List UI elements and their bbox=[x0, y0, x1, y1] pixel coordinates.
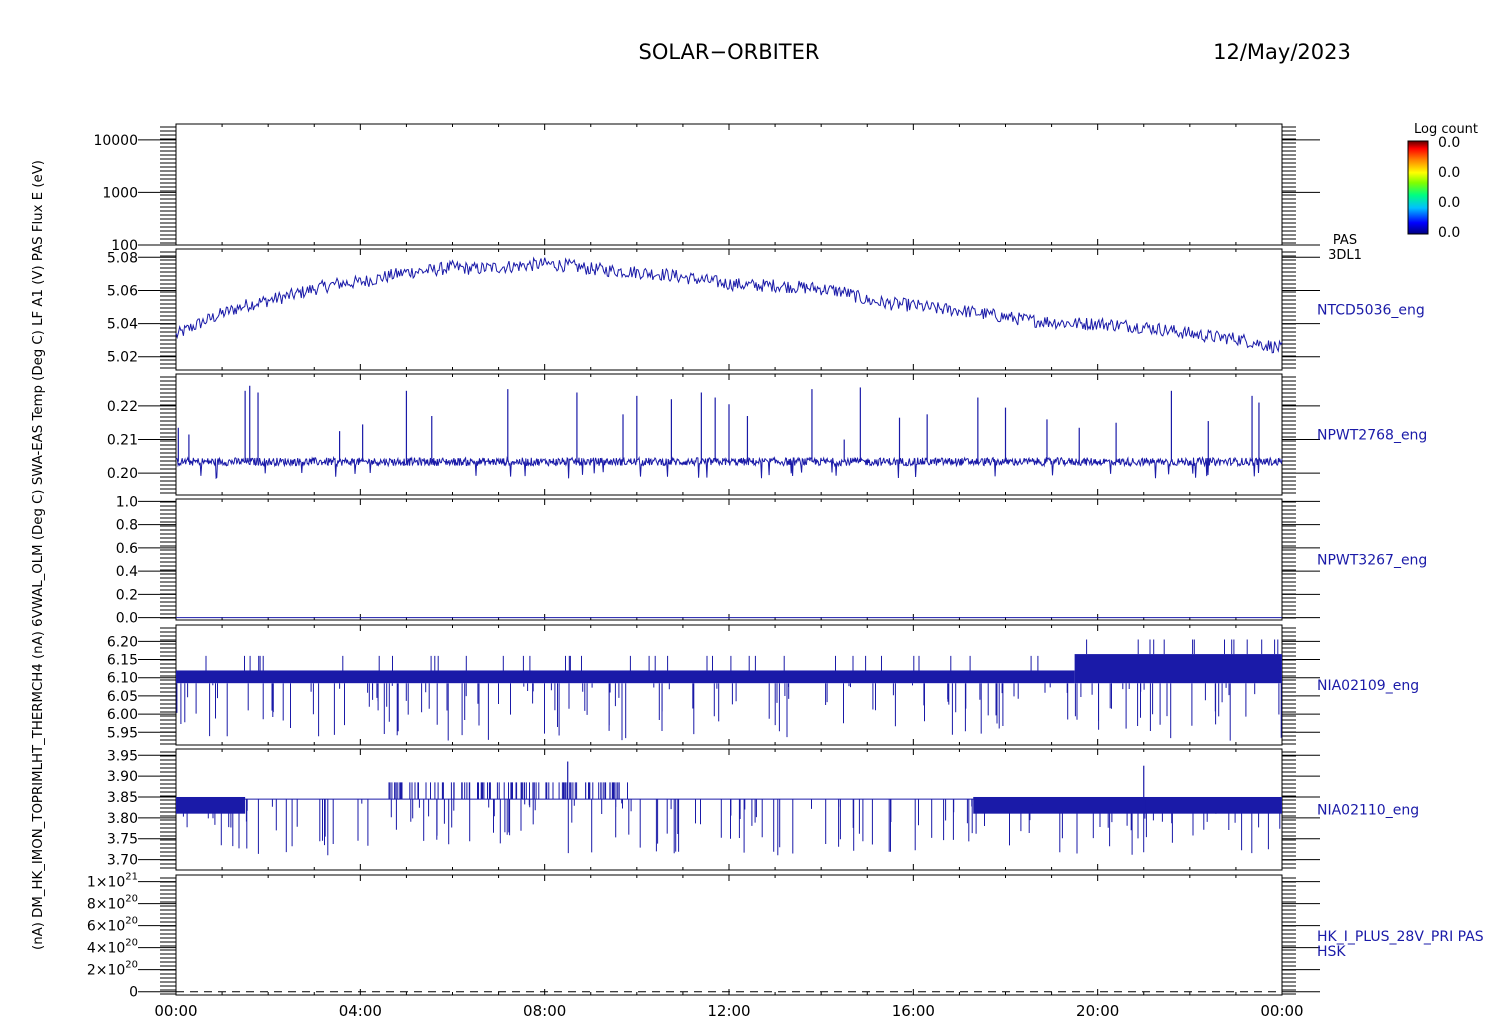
pas-energy-tick-label: 1000 bbox=[102, 185, 138, 201]
nia02109-tick-label: 6.20 bbox=[107, 634, 138, 650]
3dl1-label: 3DL1 bbox=[1328, 248, 1362, 263]
nia02110-dense-band bbox=[176, 796, 246, 814]
hk-current-tick-label: 1×1021 bbox=[87, 872, 138, 891]
ntcd5036-series-line bbox=[175, 256, 1283, 354]
left-axis-minor-ticks bbox=[160, 376, 176, 494]
panel-frame bbox=[175, 624, 1283, 746]
left-axis-minor-ticks bbox=[160, 251, 176, 369]
hk-current-series-label: HK_I_PLUS_28V_PRI PAS bbox=[1317, 929, 1484, 945]
npwt2768-tick-label: 0.21 bbox=[107, 433, 138, 449]
time-tick-label: 12:00 bbox=[707, 1002, 750, 1020]
pas-energy-tick-label: 100 bbox=[111, 238, 138, 254]
time-ticks bbox=[175, 499, 1283, 620]
time-ticks bbox=[175, 625, 1283, 745]
pas-energy-tick-label: 10000 bbox=[93, 133, 138, 149]
npwt3267-tick-label: 1.0 bbox=[116, 494, 138, 510]
npwt3267-tick-label: 0.2 bbox=[116, 587, 138, 603]
left-axis-minor-ticks bbox=[160, 627, 176, 745]
time-tick-label: 20:00 bbox=[1076, 1002, 1119, 1020]
ntcd5036-tick-label: 5.04 bbox=[107, 317, 138, 333]
hk-current-tick-label: 8×1020 bbox=[87, 894, 138, 913]
nia02109-dense-band bbox=[1074, 654, 1282, 684]
time-ticks bbox=[175, 124, 1283, 245]
nia02109-dense-band bbox=[176, 670, 1075, 684]
time-tick-label: 00:00 bbox=[154, 1002, 197, 1020]
npwt2768-tick-label: 0.22 bbox=[107, 399, 138, 415]
nia02110-tick-label: 3.70 bbox=[107, 853, 138, 869]
ntcd5036-tick-label: 5.08 bbox=[107, 250, 138, 266]
time-ticks bbox=[175, 749, 1283, 870]
nia02109-series-label: NIA02109_eng bbox=[1317, 678, 1419, 694]
time-ticks bbox=[175, 374, 1283, 495]
ntcd5036-tick-label: 5.02 bbox=[107, 350, 138, 366]
npwt3267-tick-label: 0.0 bbox=[116, 611, 138, 627]
time-ticks bbox=[175, 875, 1283, 995]
nia02109-spikes bbox=[176, 639, 1282, 741]
ntcd5036-series-label: NTCD5036_eng bbox=[1317, 303, 1425, 319]
npwt3267-tick-label: 0.8 bbox=[116, 518, 138, 534]
mission-title: SOLAR−ORBITER bbox=[638, 40, 819, 64]
right-axis-minor-ticks bbox=[1282, 126, 1296, 244]
nia02110-tick-label: 3.90 bbox=[107, 769, 138, 785]
colorbar-tick-label: 0.0 bbox=[1438, 135, 1460, 151]
hsk-label: HSK bbox=[1317, 944, 1346, 960]
left-axis-minor-ticks bbox=[160, 751, 176, 869]
nia02110-tick-label: 3.75 bbox=[107, 832, 138, 848]
time-tick-label: 00:00 bbox=[1260, 1002, 1303, 1020]
npwt3267-series-label: NPWT3267_eng bbox=[1317, 553, 1427, 569]
pas-label: PAS bbox=[1333, 233, 1357, 248]
nia02110-tick-label: 3.80 bbox=[107, 811, 138, 827]
npwt3267-tick-label: 0.6 bbox=[116, 541, 138, 557]
hk-current-tick-label: 2×1020 bbox=[87, 960, 138, 979]
nia02109-tick-label: 6.05 bbox=[107, 689, 138, 705]
panel-frame bbox=[175, 498, 1283, 621]
colorbar-title: Log count bbox=[1414, 122, 1478, 137]
colorbar-tick-label: 0.0 bbox=[1438, 165, 1460, 181]
right-axis-minor-ticks bbox=[1282, 376, 1296, 494]
left-axis-minor-ticks bbox=[160, 126, 176, 244]
time-ticks bbox=[175, 249, 1283, 370]
date-label: 12/May/2023 bbox=[1213, 40, 1351, 64]
panel-frame bbox=[175, 248, 1283, 371]
colorbar-tick-label: 0.0 bbox=[1438, 225, 1460, 241]
colorbar-tick-label: 0.0 bbox=[1438, 195, 1460, 211]
nia02110-series-label: NIA02110_eng bbox=[1317, 803, 1419, 819]
hk-current-tick-label: 0 bbox=[129, 985, 138, 1001]
left-axis-minor-ticks bbox=[160, 877, 176, 995]
npwt2768-series-label: NPWT2768_eng bbox=[1317, 428, 1427, 444]
time-tick-label: 16:00 bbox=[892, 1002, 935, 1020]
nia02109-tick-label: 6.15 bbox=[107, 653, 138, 669]
hk-current-tick-label: 6×1020 bbox=[87, 916, 138, 935]
left-axis-minor-ticks bbox=[160, 501, 176, 619]
npwt2768-tick-label: 0.20 bbox=[107, 466, 138, 482]
right-axis-minor-ticks bbox=[1282, 501, 1296, 619]
right-axis-minor-ticks bbox=[1282, 627, 1296, 745]
nia02110-tick-label: 3.95 bbox=[107, 748, 138, 764]
colorbar bbox=[1407, 140, 1429, 235]
nia02109-tick-label: 5.95 bbox=[107, 725, 138, 741]
right-axis-minor-ticks bbox=[1282, 751, 1296, 869]
time-tick-label: 04:00 bbox=[339, 1002, 382, 1020]
nia02110-spikes bbox=[182, 782, 1281, 856]
time-tick-label: 08:00 bbox=[523, 1002, 566, 1020]
stacked-y-axis-label: (nA) DM_HK_IMON_TOPRIMLHT_THERMCH4 (nA) … bbox=[31, 160, 46, 950]
hk-current-tick-label: 4×1020 bbox=[87, 938, 138, 957]
npwt3267-tick-label: 0.4 bbox=[116, 564, 138, 580]
nia02110-tick-label: 3.85 bbox=[107, 790, 138, 806]
ntcd5036-tick-label: 5.06 bbox=[107, 283, 138, 299]
right-axis-minor-ticks bbox=[1282, 877, 1296, 995]
right-axis-minor-ticks bbox=[1282, 251, 1296, 369]
panel-frame bbox=[175, 123, 1283, 246]
nia02109-tick-label: 6.00 bbox=[107, 707, 138, 723]
panel-frame bbox=[175, 874, 1283, 996]
nia02109-tick-label: 6.10 bbox=[107, 671, 138, 687]
